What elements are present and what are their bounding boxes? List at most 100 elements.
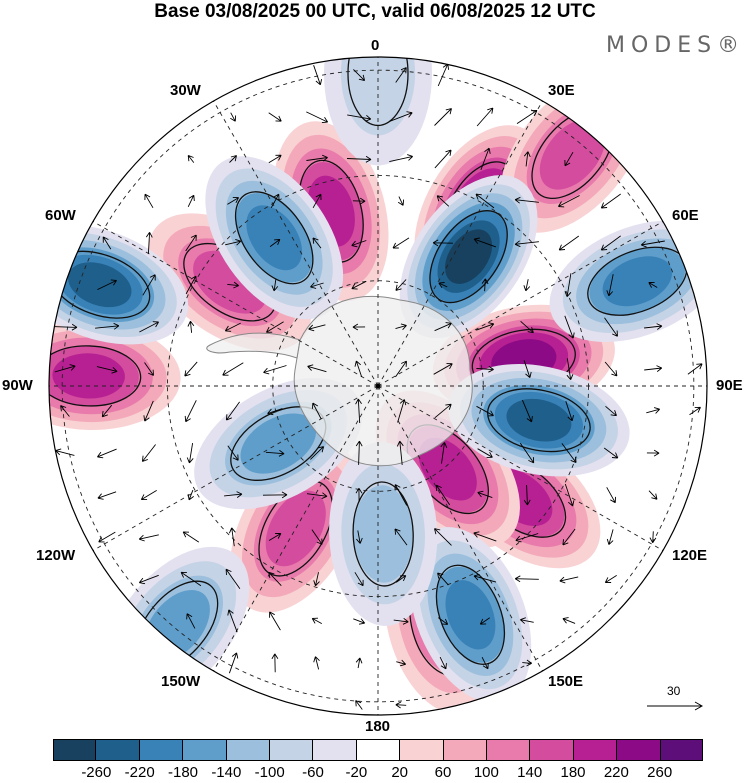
colorbar-cell: [356, 739, 401, 761]
colorbar-cell: [96, 739, 140, 761]
wind-vector-arrow: [266, 321, 284, 333]
wind-vector-arrow: [565, 401, 574, 422]
wind-vector-arrow: [516, 109, 538, 124]
colorbar-cell: [573, 739, 618, 761]
wind-vector-arrow: [312, 402, 322, 420]
colorbar-tick-label: 260: [647, 764, 673, 781]
wind-vector-arrow: [354, 572, 364, 587]
wind-vector-arrow: [644, 365, 663, 372]
wind-vector-arrow: [640, 240, 665, 248]
colorbar-cell: [313, 739, 357, 761]
low-anomaly-contour: [353, 485, 413, 583]
wind-vector-arrow: [562, 617, 576, 624]
wind-vector-arrow: [354, 360, 363, 378]
wind-vector-arrow: [475, 193, 495, 209]
wind-vector-arrow: [141, 444, 156, 462]
wind-vector-arrow: [519, 442, 535, 464]
lon-label-150e: 150E: [548, 673, 584, 690]
wind-vector-arrow: [306, 111, 329, 124]
wind-vector-arrow: [522, 659, 532, 667]
low-anomaly-contour: [602, 256, 672, 307]
wind-vector-arrow: [140, 490, 157, 501]
wind-vector-arrow: [186, 613, 196, 629]
wind-vector-arrow: [477, 448, 493, 458]
wind-vector-arrow: [600, 193, 621, 209]
meridian-line: [213, 100, 379, 387]
wind-vector-arrow: [562, 528, 576, 546]
chart-title: Base 03/08/2025 00 UTC, valid 06/08/2025…: [154, 1, 596, 22]
wind-vectors: [52, 63, 703, 710]
wind-vector-arrow: [515, 533, 539, 543]
wind-vector-arrow: [523, 279, 531, 292]
lon-label-120e: 120E: [672, 547, 708, 564]
wind-vector-arrow: [604, 317, 618, 337]
wind-vector-arrow: [311, 617, 323, 624]
wind-vector-arrow: [353, 69, 366, 82]
wind-vector-arrow: [347, 114, 372, 122]
low-anomaly-contour: [506, 398, 572, 442]
meridian-line: [92, 385, 379, 551]
meridian-line: [92, 221, 379, 387]
wind-vector-arrow: [434, 528, 452, 546]
wind-vector-arrow: [395, 279, 407, 291]
wind-vector-arrow: [564, 151, 574, 167]
low-anomaly-contour: [246, 205, 303, 271]
colorbar-cell: [139, 739, 184, 761]
colorbar-tick-label: -140: [211, 764, 242, 781]
wind-vector-arrow: [566, 358, 574, 380]
wind-vector-arrow: [346, 155, 372, 163]
circulation-contour: [435, 564, 506, 665]
lon-label-30e: 30E: [548, 82, 575, 99]
wind-vector-arrow: [230, 112, 237, 122]
wind-vector-arrow: [477, 490, 493, 499]
wind-vector-arrow: [224, 322, 241, 332]
colorbar-cell: [226, 739, 271, 761]
wind-vector-arrow: [101, 404, 113, 418]
wind-vector-arrow: [138, 534, 159, 542]
wind-vector-arrow: [187, 489, 194, 501]
wind-vector-arrow: [392, 237, 410, 249]
wind-vector-arrow: [222, 362, 244, 376]
colorbar-cell: [183, 739, 227, 761]
wind-vector-arrow: [604, 361, 618, 377]
wind-vector-arrow: [351, 240, 367, 248]
wind-vector-arrow: [224, 491, 243, 498]
colorbar-tick-label: 220: [603, 764, 629, 781]
wind-vector-arrow: [182, 531, 200, 543]
wind-vector-arrow: [603, 447, 619, 459]
modes-logo: MODES®: [606, 33, 746, 58]
meridian-line: [377, 221, 664, 387]
colorbar-tick-label: 60: [434, 764, 452, 781]
wind-vector-arrow: [523, 360, 532, 379]
wind-vector-arrow: [102, 236, 112, 250]
wind-vector-arrow: [473, 237, 497, 248]
antarctica-continent: [206, 295, 473, 467]
high-anomaly-contour: [418, 437, 477, 501]
wind-vector-arrow: [514, 240, 539, 248]
colorbar-cell: [617, 739, 661, 761]
colorbar-tick-label: -20: [345, 764, 368, 781]
low-anomaly-contour: [445, 580, 496, 650]
wind-vector-arrow: [523, 151, 531, 167]
lon-label-30w: 30W: [170, 82, 201, 99]
colorbar-tick-label: -100: [254, 764, 285, 781]
lon-label-120w: 120W: [36, 547, 76, 564]
wind-vector-arrow: [227, 445, 239, 461]
wind-vector-arrow: [389, 154, 414, 163]
wind-vector-arrow: [356, 530, 363, 544]
wind-vector-arrow: [265, 449, 285, 457]
wind-vector-arrow: [473, 531, 497, 542]
wind-vector-arrow: [689, 406, 701, 416]
wind-vector-arrow: [184, 400, 197, 423]
wind-vector-arrow: [225, 568, 241, 590]
circulation-contour: [352, 481, 414, 587]
colorbar-cell: [660, 739, 704, 761]
wind-vector-arrow: [144, 362, 154, 376]
wind-vector-arrow: [440, 442, 448, 464]
wind-vector-arrow: [434, 403, 452, 419]
wind-vector-arrow: [437, 572, 449, 586]
wind-vector-arrow: [142, 274, 156, 296]
wind-vector-arrow: [180, 571, 202, 587]
wind-vector-arrow: [561, 443, 577, 464]
